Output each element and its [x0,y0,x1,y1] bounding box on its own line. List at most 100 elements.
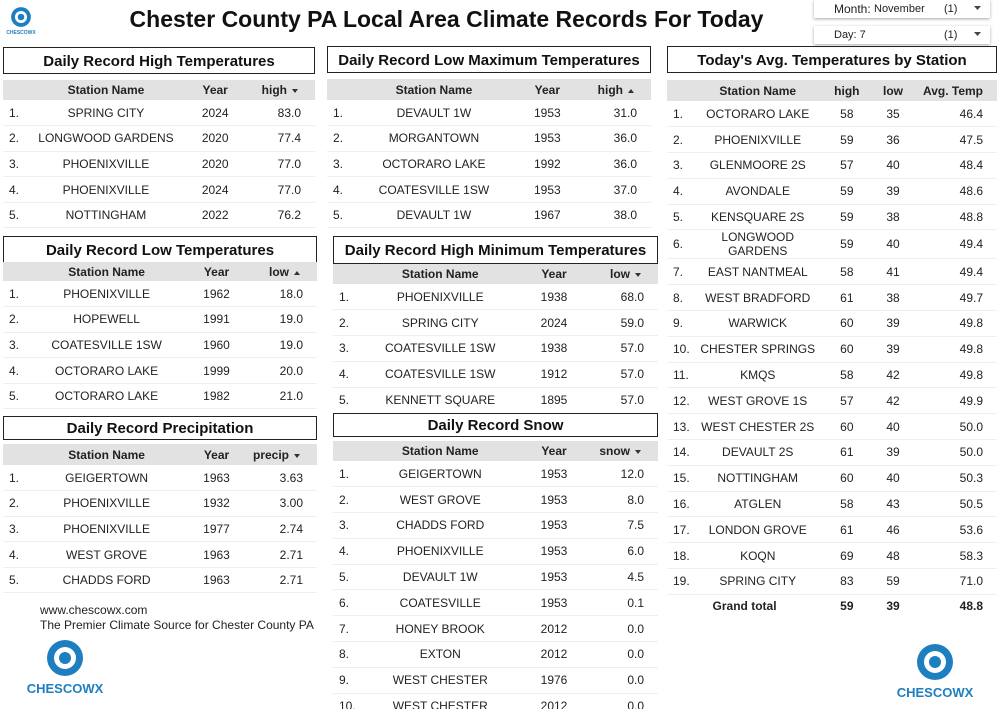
table-cell: 48.6 [914,178,997,205]
table-cell: 3. [3,151,28,178]
table-cell: WEST GROVE [28,541,186,568]
table-cell: LONDON GROVE [693,516,823,544]
table-cell: 0.0 [586,693,658,709]
table-cell: 18.0 [247,281,317,308]
table-cell: 4.5 [586,564,658,591]
table-row: 3. GLENMOORE 2S 57 40 48.4 [667,152,997,179]
table-cell: KENNETT SQUARE [359,387,522,411]
table-row: 16. ATGLEN 58 43 50.5 [667,491,997,518]
table-cell: 37.0 [579,176,651,203]
table-row: 4. PHOENIXVILLE 1953 6.0 [333,538,658,565]
table-cell: 77.4 [246,125,315,152]
total-cell: 59 [840,598,854,613]
table-cell: 35 [871,101,915,128]
table-cell: 2.71 [247,541,317,568]
table-cell: 1967 [514,202,580,229]
data-table: Station Name Year low 1. PHOENIXVILLE 1938 68.… [333,264,658,411]
table-cell: 83.0 [246,100,315,127]
table-cell: 59 [822,204,872,231]
table-cell: 46.4 [914,101,997,128]
column-header: high [261,83,287,97]
day-filter[interactable]: Day: 7 (1) [814,26,990,44]
sort-arrow [292,89,298,93]
table-row: 5. OCTORARO LAKE 1982 21.0 [3,383,317,410]
column-header: snow [599,444,630,458]
table-cell: 12. [667,387,694,415]
table-cell: 8. [667,284,694,312]
table-cell: 59 [822,229,872,260]
table-row: 1. GEIGERTOWN 1963 3.63 [3,465,317,492]
table-cell: LONGWOOD GARDENS [693,229,823,260]
column-header: Year [203,264,230,279]
table-cell: 50.5 [914,491,997,518]
table-cell: 49.8 [914,310,997,337]
table-cell: 4. [3,176,28,203]
table-cell: 3.00 [247,490,317,517]
table-cell: CHADDS FORD [28,567,186,594]
table-panel: Daily Record High Minimum Temperatures St… [333,236,658,411]
table-cell: 40 [871,229,915,260]
table-cell: 5. [3,202,28,229]
table-cell: 14. [667,439,694,466]
column-header: Station Name [719,83,797,98]
table-cell: 1895 [521,387,587,411]
filter-value: November [874,3,925,15]
table-cell: 83 [822,568,872,595]
table-cell: 1953 [514,125,580,152]
table-cell: 8.0 [586,486,658,514]
table-cell: 1953 [514,176,580,203]
table-cell: 4. [327,176,353,203]
table-cell: WEST CHESTER 2S [693,413,823,441]
small-logo: CHESCOWX [4,6,38,36]
table-title: Daily Record Low Maximum Temperatures [327,46,651,73]
table-cell: 42 [871,362,915,389]
table-cell: 39 [871,178,915,205]
table-cell: DEVAULT 1W [352,202,515,229]
table-cell: 61 [822,516,872,544]
table-panel: Daily Record Snow Station Name Year snow 1. G… [333,413,658,709]
table-cell: 2. [667,126,694,154]
column-header: Year [534,82,560,97]
table-cell: 36.0 [579,151,651,178]
table-cell: 1963 [185,567,248,594]
table-cell: 2024 [521,309,587,337]
logo-icon [47,640,83,676]
table-cell: 10. [667,336,694,363]
table-cell: PHOENIXVILLE [693,126,823,154]
header-cell [333,264,359,284]
column-header: Avg. Temp [922,83,983,98]
data-table: Station Name high low Avg. Temp 1. OCTORARO L… [667,80,997,616]
sort-arrow [635,273,641,277]
table-cell: 0.0 [586,667,658,694]
table-title: Daily Record Low Temperatures [3,236,317,263]
column-header: Station Name [401,267,479,281]
filter-label: Day: 7 [834,29,866,41]
table-cell: 2024 [183,100,247,127]
table-row: 1. SPRING CITY 2024 83.0 [3,100,315,127]
month-filter[interactable]: Month: November (1) [814,0,990,18]
table-cell: 1932 [185,490,248,517]
column-header: Station Name [395,82,473,97]
table-cell: 4. [667,178,694,205]
table-cell: 39 [871,336,915,363]
table-cell: 49.9 [914,387,997,415]
table-row: 1. GEIGERTOWN 1953 12.0 [333,461,658,488]
logo-text: CHESCOWX [6,30,36,36]
table-cell: COATESVILLE 1SW [359,361,522,388]
data-table: Station Name Year high 1. DEVAULT 1W 1953 31.0… [327,79,651,229]
table-cell: 3. [667,152,694,179]
filter-count: (1) [944,3,958,15]
table-cell: OCTORARO LAKE [693,101,823,128]
table-cell: 8. [333,641,359,668]
table-cell: 60 [822,336,872,363]
table-cell: 59 [871,568,915,595]
header-row: Station Name Year high [3,80,315,100]
table-cell: KOQN [693,542,823,570]
table-cell: 19. [667,568,694,595]
table-cell: 9. [667,310,694,337]
table-cell: 48 [871,542,915,570]
header-cell [3,262,29,281]
total-cell: Grand total [712,598,777,613]
table-row: 5. DEVAULT 1W 1953 4.5 [333,564,658,591]
